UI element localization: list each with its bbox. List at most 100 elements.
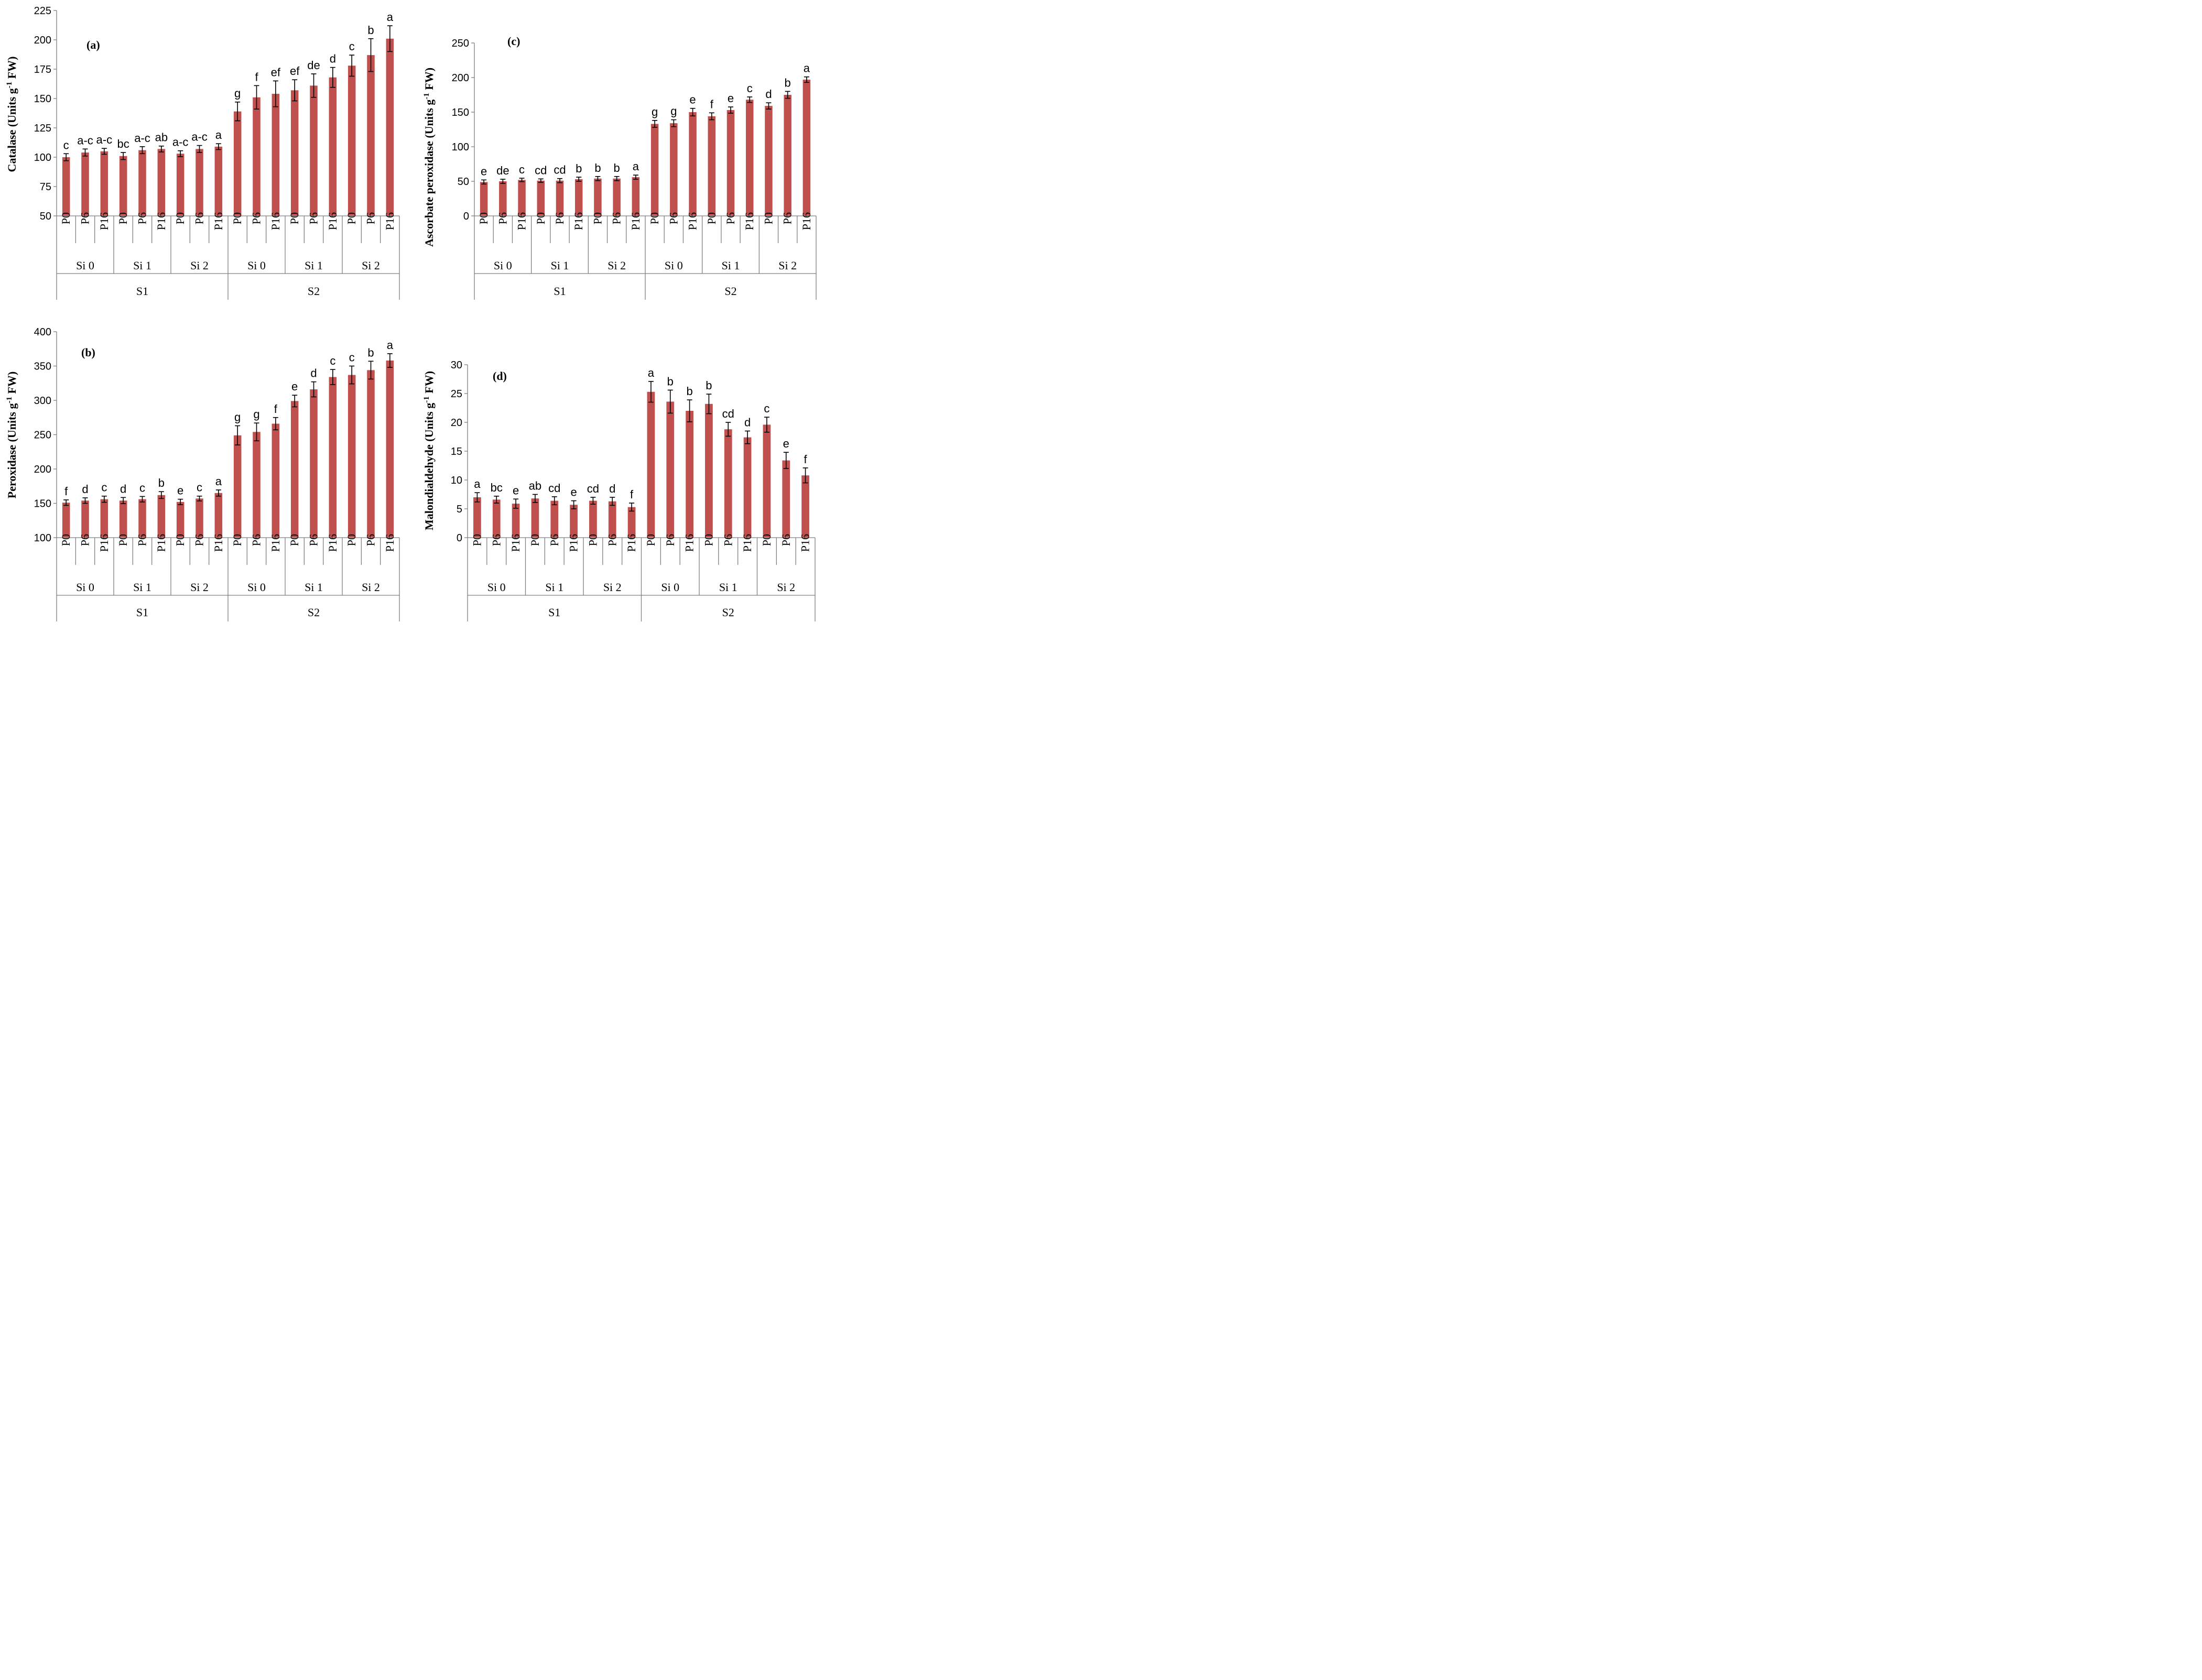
y-tick-label: 5 [457, 504, 462, 515]
y-axis-label-superscript: -1 [422, 396, 431, 403]
x-group-label: Si 2 [362, 581, 380, 594]
x-supergroup-label: S2 [308, 606, 320, 619]
bar [763, 424, 771, 538]
bar [329, 77, 337, 216]
significance-letter: f [274, 402, 278, 416]
x-category-label: P16 [625, 534, 638, 552]
bar [689, 112, 697, 216]
significance-letter: g [670, 105, 677, 118]
y-tick-label: 100 [34, 152, 51, 163]
bar [608, 501, 616, 538]
bar [233, 111, 242, 216]
significance-letter: c [101, 481, 107, 494]
significance-letter: b [158, 476, 165, 489]
bar [196, 498, 203, 538]
significance-letter: a [215, 475, 222, 488]
significance-letter: a-c [134, 132, 150, 145]
significance-letter: b [706, 379, 712, 392]
x-category-label: P16 [629, 212, 642, 230]
x-category-label: P6 [548, 534, 561, 546]
y-axis-label: Catalase (Units g-1 FW) [5, 57, 18, 172]
significance-letter: bc [117, 137, 129, 150]
significance-letter: a-c [77, 134, 93, 147]
bar [726, 110, 735, 216]
y-tick-label: 100 [34, 532, 51, 544]
bar [367, 370, 375, 538]
x-category-label: P16 [97, 212, 111, 230]
x-category-label: P16 [572, 212, 585, 230]
bar [613, 178, 621, 216]
bar [745, 100, 754, 216]
x-category-label: P0 [345, 212, 358, 224]
x-category-label: P6 [250, 212, 263, 224]
significance-letter: e [177, 484, 183, 497]
x-category-label: P6 [490, 534, 503, 546]
chart-peroxidase: 100 150 200 250 300 350 400 f P0 d P6 c P16 d P0 c P6 b P1… [5, 326, 400, 621]
bar [570, 505, 578, 538]
x-group-label: Si 1 [722, 259, 740, 272]
y-tick-label: 300 [34, 395, 51, 407]
x-supergroup-label: S2 [724, 285, 736, 298]
x-group-label: Si 1 [305, 259, 323, 272]
significance-letter: f [64, 485, 68, 498]
y-axis-label: Malondialdehyde (Units g-1 FW) [422, 371, 436, 530]
panel-label: (c) [507, 35, 520, 48]
x-category-label: P16 [155, 534, 168, 552]
bar [512, 504, 520, 538]
significance-letter: d [82, 483, 88, 496]
significance-letter: e [783, 437, 789, 450]
bar [176, 154, 185, 216]
x-supergroup-label: S2 [308, 285, 320, 298]
y-tick-label: 0 [457, 532, 462, 544]
y-tick-label: 225 [34, 5, 51, 17]
y-tick-label: 0 [463, 211, 469, 222]
y-axis-label: Peroxidase (Units g-1 FW) [5, 372, 18, 498]
significance-letter: c [63, 138, 69, 151]
chart-ascorbate-peroxidase: 050100150200250eP0deP6cP16cdP0cdP6bP16bP… [422, 35, 817, 300]
x-category-label: P6 [364, 534, 377, 546]
significance-letter: e [689, 93, 696, 106]
significance-letter: e [481, 165, 487, 178]
y-tick-label: 175 [34, 64, 51, 75]
bar [492, 499, 501, 538]
bar [310, 85, 318, 216]
bar [705, 403, 713, 538]
x-category-label: P0 [59, 212, 72, 224]
x-group-label: Si 0 [247, 581, 266, 594]
y-tick-label: 125 [34, 123, 51, 134]
y-axis-label-main: Peroxidase (Units g [5, 403, 18, 499]
significance-letter: f [710, 97, 714, 111]
bar [62, 157, 70, 216]
x-category-label: P6 [136, 534, 149, 546]
significance-letter: cd [554, 163, 566, 177]
significance-letter: b [686, 385, 692, 398]
bar [81, 500, 89, 538]
significance-letter: f [630, 488, 634, 501]
x-group-label: Si 1 [545, 581, 563, 594]
bar [386, 361, 394, 538]
significance-letter: c [330, 354, 335, 367]
bar [537, 180, 545, 216]
bar [214, 146, 223, 216]
x-category-label: P0 [116, 534, 129, 546]
bar [765, 106, 773, 216]
significance-letter: c [139, 481, 145, 494]
significance-letter: b [667, 375, 674, 388]
y-axis-label-main: Malondialdehyde (Units g [422, 403, 436, 530]
significance-letter: d [310, 367, 317, 380]
x-category-label: P6 [364, 212, 377, 224]
bar [138, 499, 146, 538]
x-category-label: P6 [724, 212, 737, 224]
x-category-label: P16 [743, 212, 756, 230]
bar [253, 97, 261, 216]
significance-letter: g [652, 105, 658, 118]
y-tick-label: 10 [451, 475, 462, 486]
x-category-label: P6 [193, 534, 206, 546]
bar [329, 377, 337, 538]
x-group-label: Si 1 [133, 259, 151, 272]
y-axis-label-unit: FW) [422, 371, 436, 396]
bar [157, 495, 166, 538]
x-group-label: Si 1 [133, 581, 151, 594]
x-category-label: P0 [345, 534, 358, 546]
bar [594, 178, 602, 216]
